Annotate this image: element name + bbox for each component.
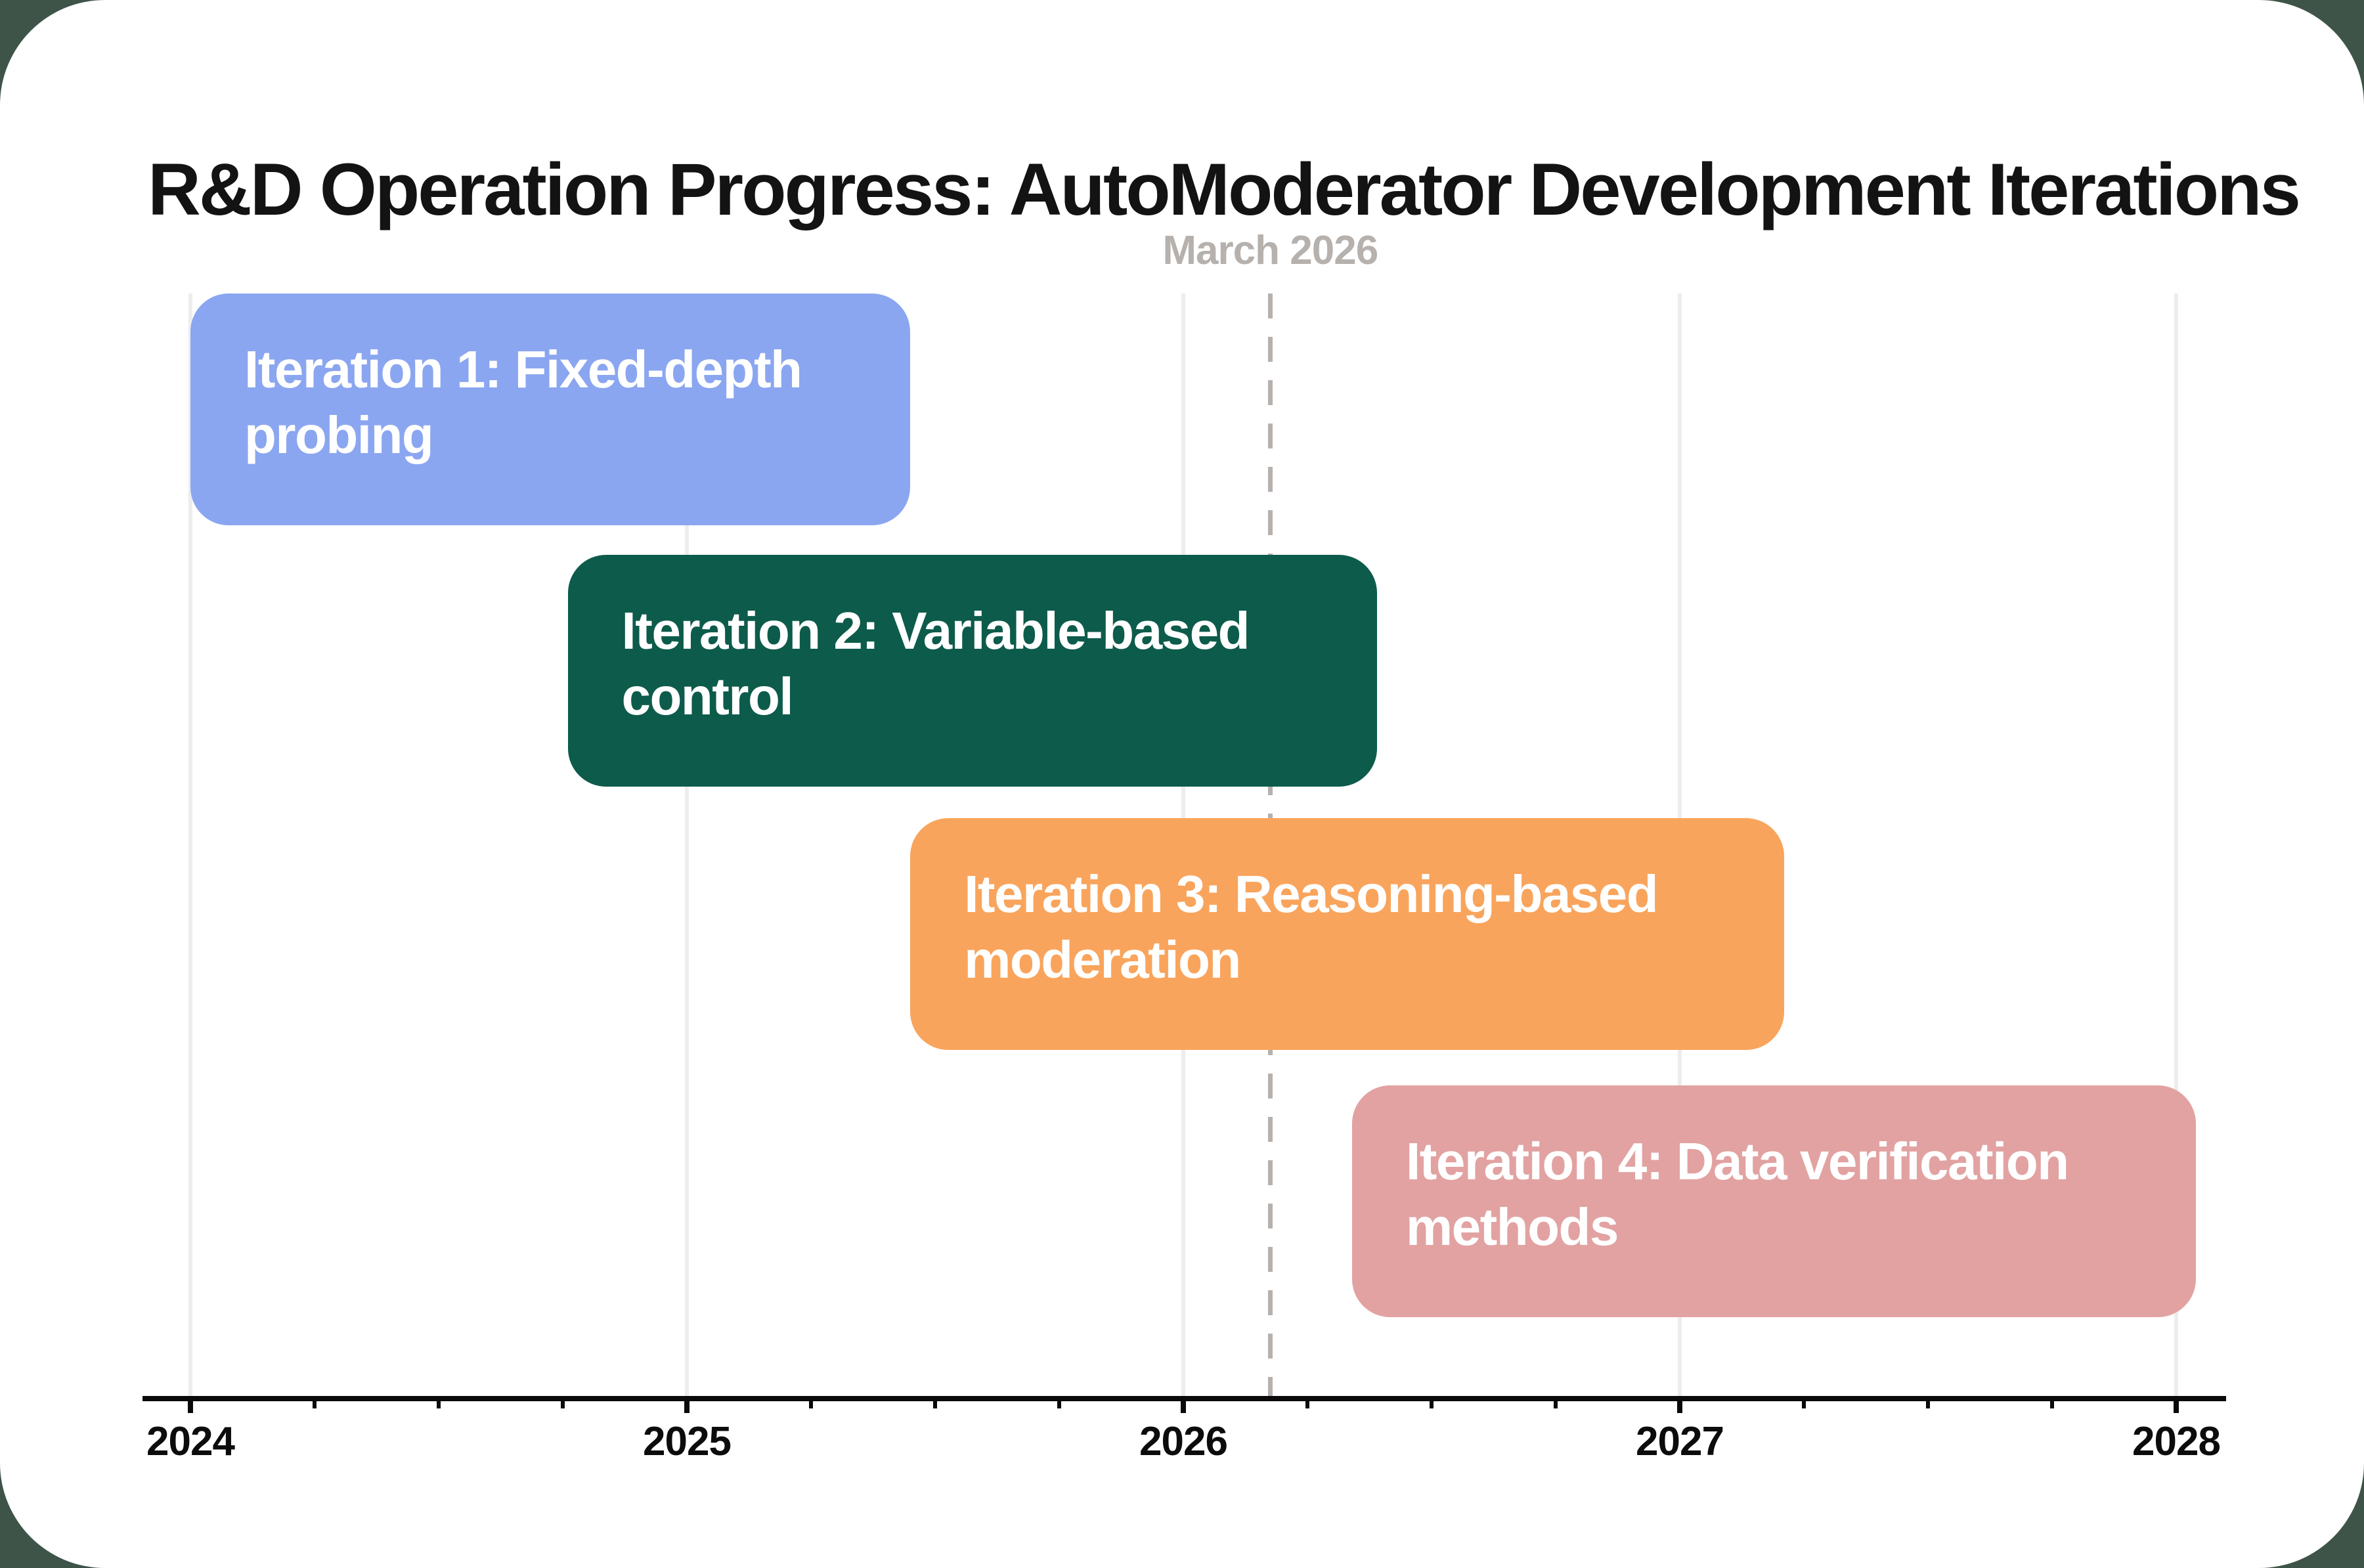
gridline-2028 xyxy=(2174,294,2178,1399)
gridline-2024 xyxy=(188,294,192,1399)
x-minor-tick-2025.75 xyxy=(1057,1396,1061,1408)
gantt-bar-label: control xyxy=(621,667,794,726)
gantt-bar-label: probing xyxy=(244,406,434,464)
gantt-bar-iteration-3: Iteration 3: Reasoning-based moderation xyxy=(910,818,1784,1050)
x-minor-tick-2024.5 xyxy=(437,1396,441,1408)
x-minor-tick-2026.75 xyxy=(1554,1396,1558,1408)
gantt-bar-label: Iteration 2: Variable-based xyxy=(621,601,1250,660)
gantt-bar-iteration-2: Iteration 2: Variable-based control xyxy=(567,555,1377,787)
x-tick-2024 xyxy=(188,1396,193,1413)
x-minor-tick-2024.25 xyxy=(313,1396,317,1408)
x-tick-2025 xyxy=(684,1396,690,1413)
gridline-2025 xyxy=(685,294,689,1399)
gantt-bar-label: Iteration 3: Reasoning-based xyxy=(964,865,1658,923)
gantt-bar-iteration-1: Iteration 1: Fixed-depth probing xyxy=(190,294,911,525)
x-minor-tick-2024.75 xyxy=(561,1396,565,1408)
x-minor-tick-2026.25 xyxy=(1305,1396,1309,1408)
x-minor-tick-2027.25 xyxy=(1802,1396,1806,1408)
x-tick-label-2027: 2027 xyxy=(1636,1419,1724,1464)
x-tick-2027 xyxy=(1677,1396,1682,1413)
x-tick-label-2024: 2024 xyxy=(146,1419,235,1464)
gantt-bar-label: moderation xyxy=(964,930,1241,989)
gantt-bar-iteration-4: Iteration 4: Data verification methods xyxy=(1352,1085,2197,1317)
x-minor-tick-2025.5 xyxy=(933,1396,937,1408)
x-minor-tick-2025.25 xyxy=(809,1396,813,1408)
x-tick-label-2026: 2026 xyxy=(1139,1419,1228,1464)
x-tick-2026 xyxy=(1181,1396,1186,1413)
x-tick-label-2025: 2025 xyxy=(643,1419,732,1464)
gantt-bar-label: methods xyxy=(1406,1198,1619,1256)
x-tick-2028 xyxy=(2174,1396,2179,1413)
x-minor-tick-2027.75 xyxy=(2050,1396,2054,1408)
gantt-bar-label: Iteration 1: Fixed-depth xyxy=(244,340,802,399)
x-minor-tick-2027.5 xyxy=(1926,1396,1930,1408)
x-minor-tick-2026.5 xyxy=(1430,1396,1434,1408)
march-2026-annotation-label: March 2026 xyxy=(1162,228,1378,273)
x-tick-label-2028: 2028 xyxy=(2132,1419,2221,1464)
gantt-bar-label: Iteration 4: Data verification xyxy=(1406,1132,2069,1190)
chart-title: R&D Operation Progress: AutoModerator De… xyxy=(148,148,2301,231)
